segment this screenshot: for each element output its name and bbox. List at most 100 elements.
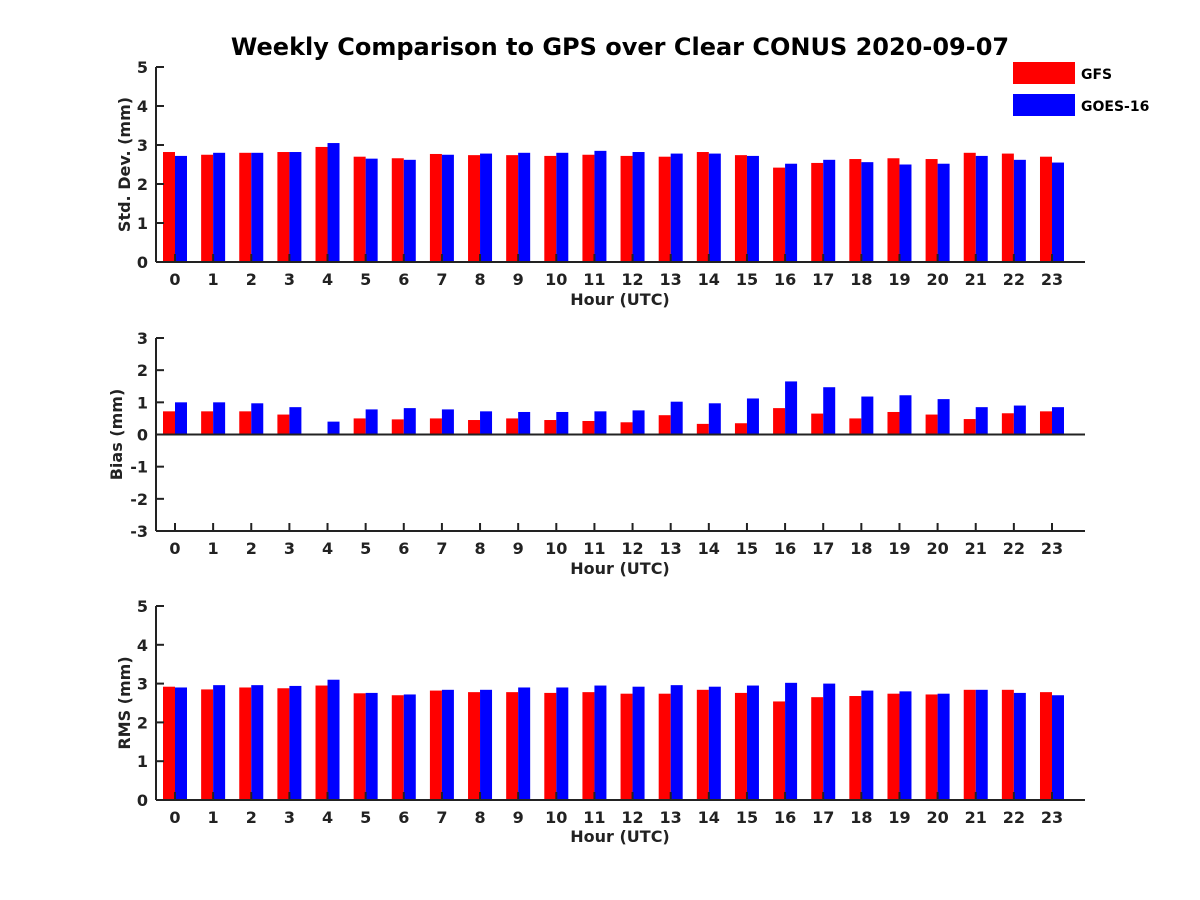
y-tick-label: 4	[137, 636, 148, 655]
x-tick-label: 21	[965, 539, 987, 558]
x-tick-label: 11	[583, 270, 605, 289]
x-tick-label: 0	[169, 270, 180, 289]
bar-goes16-hour-1	[213, 152, 226, 262]
bar-goes16-hour-4	[327, 679, 340, 800]
bar-goes16-hour-7	[441, 409, 454, 435]
y-axis-label: Std. Dev. (mm)	[115, 97, 134, 232]
x-tick-label: 2	[246, 270, 257, 289]
bar-goes16-hour-6	[403, 694, 416, 800]
bar-gfs-hour-13	[658, 156, 671, 262]
bar-gfs-hour-19	[887, 693, 900, 800]
bar-goes16-hour-21	[975, 407, 988, 435]
bar-gfs-hour-0	[163, 152, 175, 262]
x-tick-label: 7	[436, 808, 447, 827]
x-tick-label: 14	[698, 808, 720, 827]
x-tick-label: 6	[398, 539, 409, 558]
bar-goes16-hour-9	[518, 411, 531, 435]
bar-goes16-hour-14	[708, 153, 721, 262]
bar-goes16-hour-3	[289, 685, 302, 800]
bar-gfs-hour-5	[353, 156, 366, 262]
y-tick-label: 2	[137, 361, 148, 380]
bar-gfs-hour-16	[773, 408, 786, 435]
y-tick-label: 4	[137, 97, 148, 116]
bar-goes16-hour-3	[289, 152, 302, 262]
bar-gfs-hour-0	[163, 411, 175, 435]
x-tick-label: 2	[246, 808, 257, 827]
bar-gfs-hour-16	[773, 167, 786, 262]
bar-goes16-hour-18	[861, 162, 874, 262]
x-tick-label: 4	[322, 270, 333, 289]
legend-swatch-goes16	[1013, 94, 1075, 116]
bar-gfs-hour-12	[620, 155, 633, 262]
bar-gfs-hour-9	[506, 418, 519, 435]
bar-gfs-hour-1	[201, 154, 214, 262]
x-tick-label: 15	[736, 539, 758, 558]
x-axis-label: Hour (UTC)	[570, 827, 670, 846]
x-tick-label: 17	[812, 270, 834, 289]
bar-gfs-hour-14	[696, 689, 709, 800]
y-tick-label: 0	[137, 426, 148, 445]
bar-goes16-hour-8	[480, 153, 493, 262]
x-tick-label: 21	[965, 808, 987, 827]
bar-gfs-hour-22	[1001, 689, 1014, 800]
x-tick-label: 22	[1003, 808, 1025, 827]
bar-goes16-hour-5	[365, 692, 378, 800]
bar-goes16-hour-19	[899, 691, 912, 800]
bar-goes16-hour-11	[594, 411, 607, 435]
x-tick-label: 7	[436, 270, 447, 289]
bar-gfs-hour-15	[734, 155, 747, 262]
bar-goes16-hour-8	[480, 411, 493, 435]
bar-goes16-hour-0	[175, 402, 187, 435]
bar-gfs-hour-12	[620, 693, 633, 800]
x-tick-label: 3	[284, 808, 295, 827]
y-tick-label: 0	[137, 791, 148, 810]
bar-goes16-hour-17	[823, 683, 836, 800]
y-tick-label: 2	[137, 713, 148, 732]
x-tick-label: 10	[545, 270, 567, 289]
x-tick-label: 9	[513, 808, 524, 827]
x-tick-label: 12	[621, 808, 643, 827]
bar-gfs-hour-14	[696, 152, 709, 262]
bar-goes16-hour-14	[708, 403, 721, 435]
y-tick-label: -3	[130, 522, 148, 541]
bar-goes16-hour-16	[785, 163, 798, 262]
y-tick-label: 2	[137, 175, 148, 194]
bar-goes16-hour-12	[632, 410, 645, 435]
y-tick-label: 0	[137, 253, 148, 272]
bar-goes16-hour-7	[441, 154, 454, 262]
x-tick-label: 11	[583, 539, 605, 558]
x-tick-label: 16	[774, 808, 796, 827]
x-tick-label: 22	[1003, 539, 1025, 558]
bar-goes16-hour-11	[594, 150, 607, 262]
bar-gfs-hour-1	[201, 411, 214, 435]
bar-goes16-hour-17	[823, 387, 836, 435]
bar-goes16-hour-9	[518, 687, 531, 800]
bar-goes16-hour-15	[746, 685, 759, 800]
bar-gfs-hour-20	[925, 414, 938, 435]
x-tick-label: 13	[660, 808, 682, 827]
x-tick-label: 0	[169, 808, 180, 827]
bar-goes16-hour-21	[975, 155, 988, 262]
x-tick-label: 1	[208, 808, 219, 827]
bar-goes16-hour-0	[175, 687, 187, 800]
bar-goes16-hour-13	[670, 685, 683, 800]
bar-gfs-hour-19	[887, 158, 900, 262]
x-tick-label: 16	[774, 270, 796, 289]
bar-goes16-hour-16	[785, 381, 798, 435]
y-tick-label: -2	[130, 490, 148, 509]
x-tick-label: 20	[926, 539, 948, 558]
bar-gfs-hour-19	[887, 411, 900, 435]
x-tick-label: 19	[888, 808, 910, 827]
x-axis-label: Hour (UTC)	[570, 290, 670, 309]
x-tick-label: 6	[398, 808, 409, 827]
bar-goes16-hour-6	[403, 159, 416, 262]
x-tick-label: 17	[812, 808, 834, 827]
x-tick-label: 18	[850, 539, 872, 558]
bar-goes16-hour-4	[327, 143, 340, 262]
x-tick-label: 20	[926, 808, 948, 827]
bar-goes16-hour-19	[899, 395, 912, 435]
x-tick-label: 18	[850, 808, 872, 827]
bar-gfs-hour-8	[468, 155, 481, 262]
